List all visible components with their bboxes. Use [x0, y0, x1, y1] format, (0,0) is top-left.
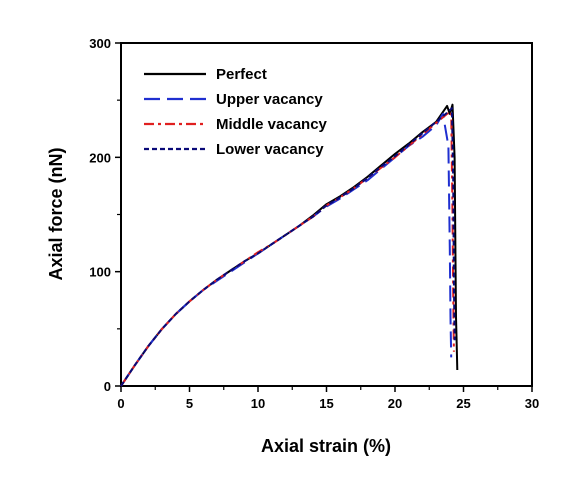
y-tick-label: 200	[89, 150, 111, 165]
x-tick-label: 5	[186, 396, 193, 411]
series-line-3	[120, 107, 456, 387]
y-tick-label: 0	[104, 379, 111, 394]
y-tick-label: 100	[89, 265, 111, 280]
x-tick-label: 0	[117, 396, 124, 411]
x-tick-label: 25	[456, 396, 470, 411]
x-tick-label: 15	[319, 396, 333, 411]
x-tick-label: 10	[251, 396, 265, 411]
plot-frame	[120, 42, 533, 387]
x-tick-label: 30	[525, 396, 539, 411]
legend-label-1: Upper vacancy	[216, 91, 323, 108]
legend: Perfect Upper vacancy Middle vacancy Lower …	[144, 66, 328, 158]
axis-ticks	[115, 42, 533, 392]
legend-label-0: Perfect	[216, 66, 267, 83]
x-axis-title: Axial strain (%)	[261, 436, 391, 456]
legend-label-3: Lower vacancy	[216, 141, 324, 158]
series-group	[120, 103, 459, 387]
legend-label-2: Middle vacancy	[216, 116, 328, 133]
y-axis-title: Axial force (nN)	[46, 147, 66, 280]
y-tick-label: 300	[89, 36, 111, 51]
x-tick-label: 20	[388, 396, 402, 411]
